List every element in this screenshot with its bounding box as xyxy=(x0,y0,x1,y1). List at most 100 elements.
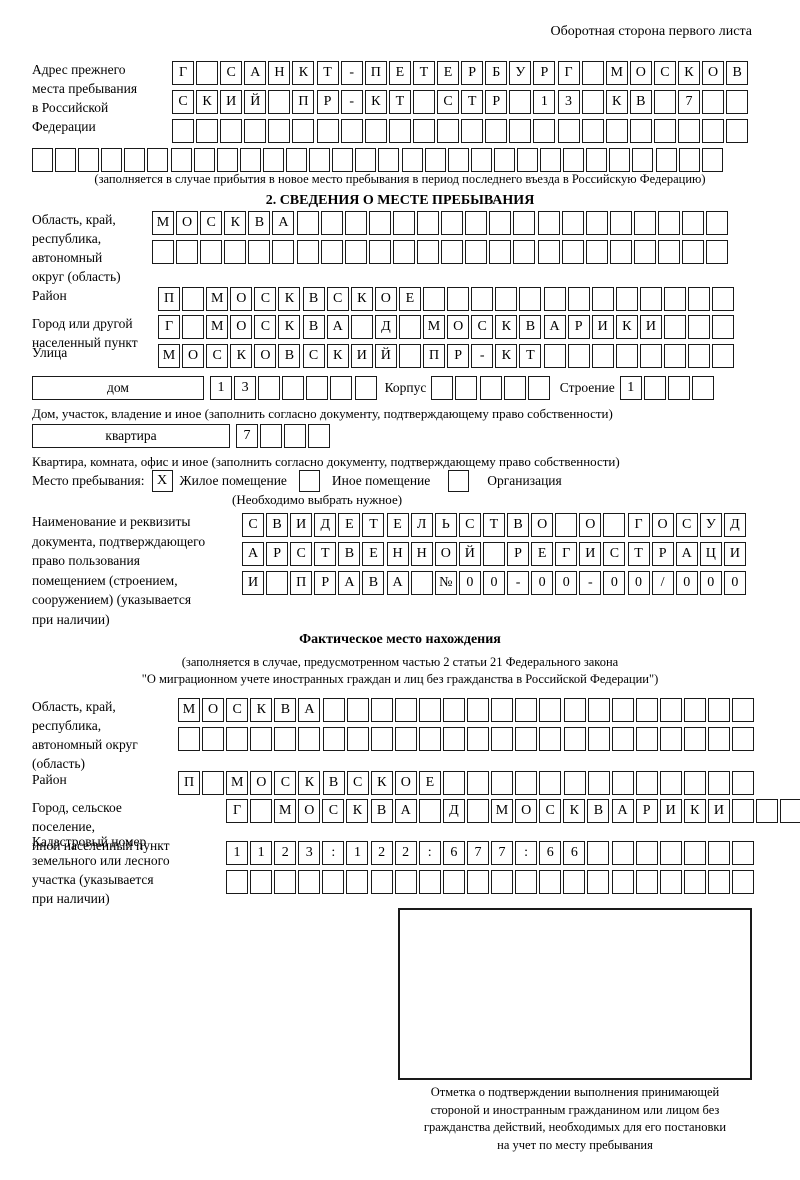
char-cell[interactable] xyxy=(632,148,654,172)
char-cell[interactable] xyxy=(495,287,518,311)
char-cell[interactable]: П xyxy=(423,344,446,368)
char-cell[interactable] xyxy=(398,344,421,368)
char-cell[interactable] xyxy=(683,841,706,865)
char-cell[interactable]: О xyxy=(374,287,397,311)
char-cell[interactable] xyxy=(701,148,723,172)
char-cell[interactable] xyxy=(330,376,353,400)
char-cell[interactable]: С xyxy=(290,542,313,566)
char-cell[interactable]: О xyxy=(531,513,554,537)
char-cell[interactable]: М xyxy=(226,771,249,795)
char-cell[interactable]: И xyxy=(290,513,313,537)
char-cell[interactable] xyxy=(378,148,400,172)
char-cell[interactable]: Е xyxy=(418,771,441,795)
char-cell[interactable]: 6 xyxy=(563,841,586,865)
char-cell[interactable] xyxy=(587,698,610,722)
char-cell[interactable] xyxy=(447,148,469,172)
char-cell[interactable] xyxy=(465,240,488,264)
cadastral-row-2[interactable] xyxy=(226,870,754,894)
char-cell[interactable] xyxy=(176,240,199,264)
char-cell[interactable]: К xyxy=(278,315,301,339)
char-cell[interactable] xyxy=(609,148,631,172)
char-cell[interactable] xyxy=(489,240,512,264)
char-cell[interactable] xyxy=(178,727,200,751)
char-cell[interactable] xyxy=(442,870,465,894)
char-cell[interactable] xyxy=(519,287,542,311)
char-cell[interactable]: 0 xyxy=(603,571,626,595)
char-cell[interactable] xyxy=(667,376,690,400)
char-cell[interactable] xyxy=(563,727,586,751)
char-cell[interactable] xyxy=(635,727,658,751)
char-cell[interactable]: С xyxy=(274,771,297,795)
char-cell[interactable] xyxy=(780,799,800,823)
char-cell[interactable]: И xyxy=(579,542,602,566)
char-cell[interactable] xyxy=(466,799,489,823)
char-cell[interactable] xyxy=(591,287,614,311)
char-cell[interactable]: П xyxy=(364,61,387,85)
char-cell[interactable] xyxy=(561,240,584,264)
char-cell[interactable]: О xyxy=(434,542,457,566)
char-cell[interactable]: К xyxy=(370,771,393,795)
char-cell[interactable] xyxy=(320,240,343,264)
char-cell[interactable] xyxy=(706,240,729,264)
region-row-2[interactable] xyxy=(152,240,729,264)
char-cell[interactable]: У xyxy=(699,513,722,537)
char-cell[interactable]: В xyxy=(248,211,271,235)
char-cell[interactable] xyxy=(250,727,273,751)
char-cell[interactable] xyxy=(533,119,556,143)
char-cell[interactable] xyxy=(731,799,754,823)
char-cell[interactable] xyxy=(537,211,560,235)
char-cell[interactable] xyxy=(581,61,604,85)
char-cell[interactable]: Д xyxy=(374,315,397,339)
char-cell[interactable]: О xyxy=(447,315,470,339)
char-cell[interactable]: С xyxy=(675,513,698,537)
char-cell[interactable]: Д xyxy=(723,513,746,537)
char-cell[interactable]: К xyxy=(615,315,638,339)
char-cell[interactable]: К xyxy=(350,287,373,311)
char-cell[interactable] xyxy=(515,698,538,722)
char-cell[interactable] xyxy=(683,698,706,722)
char-cell[interactable] xyxy=(250,799,273,823)
char-cell[interactable]: Е xyxy=(531,542,554,566)
char-cell[interactable] xyxy=(272,240,295,264)
char-cell[interactable] xyxy=(677,119,700,143)
char-cell[interactable]: К xyxy=(495,315,518,339)
char-cell[interactable]: 1 xyxy=(250,841,273,865)
char-cell[interactable] xyxy=(726,90,749,114)
char-cell[interactable] xyxy=(455,376,478,400)
char-cell[interactable] xyxy=(635,698,658,722)
char-cell[interactable]: Б xyxy=(485,61,508,85)
char-cell[interactable] xyxy=(561,211,584,235)
char-cell[interactable] xyxy=(657,240,680,264)
char-cell[interactable]: С xyxy=(206,344,229,368)
char-cell[interactable]: А xyxy=(386,571,409,595)
char-cell[interactable] xyxy=(344,240,367,264)
char-cell[interactable] xyxy=(350,315,373,339)
actual-region-row-2[interactable] xyxy=(178,727,755,751)
char-cell[interactable]: В xyxy=(266,513,289,537)
char-cell[interactable] xyxy=(657,211,680,235)
char-cell[interactable] xyxy=(491,771,514,795)
char-cell[interactable]: : xyxy=(515,841,538,865)
char-cell[interactable]: В xyxy=(322,771,345,795)
char-cell[interactable]: Г xyxy=(226,799,248,823)
char-cell[interactable] xyxy=(200,240,223,264)
char-cell[interactable] xyxy=(466,870,489,894)
char-cell[interactable]: М xyxy=(152,211,174,235)
char-cell[interactable] xyxy=(308,424,331,448)
char-cell[interactable]: / xyxy=(651,571,674,595)
char-cell[interactable]: С xyxy=(220,61,243,85)
char-cell[interactable] xyxy=(424,148,446,172)
char-cell[interactable] xyxy=(316,119,339,143)
char-cell[interactable]: Ц xyxy=(699,542,722,566)
char-cell[interactable] xyxy=(412,90,435,114)
char-cell[interactable]: К xyxy=(364,90,387,114)
char-cell[interactable]: Г xyxy=(557,61,580,85)
char-cell[interactable]: М xyxy=(206,315,229,339)
char-cell[interactable] xyxy=(431,376,454,400)
char-cell[interactable] xyxy=(513,211,536,235)
char-cell[interactable] xyxy=(193,148,215,172)
char-cell[interactable] xyxy=(346,698,369,722)
char-cell[interactable]: М xyxy=(274,799,297,823)
